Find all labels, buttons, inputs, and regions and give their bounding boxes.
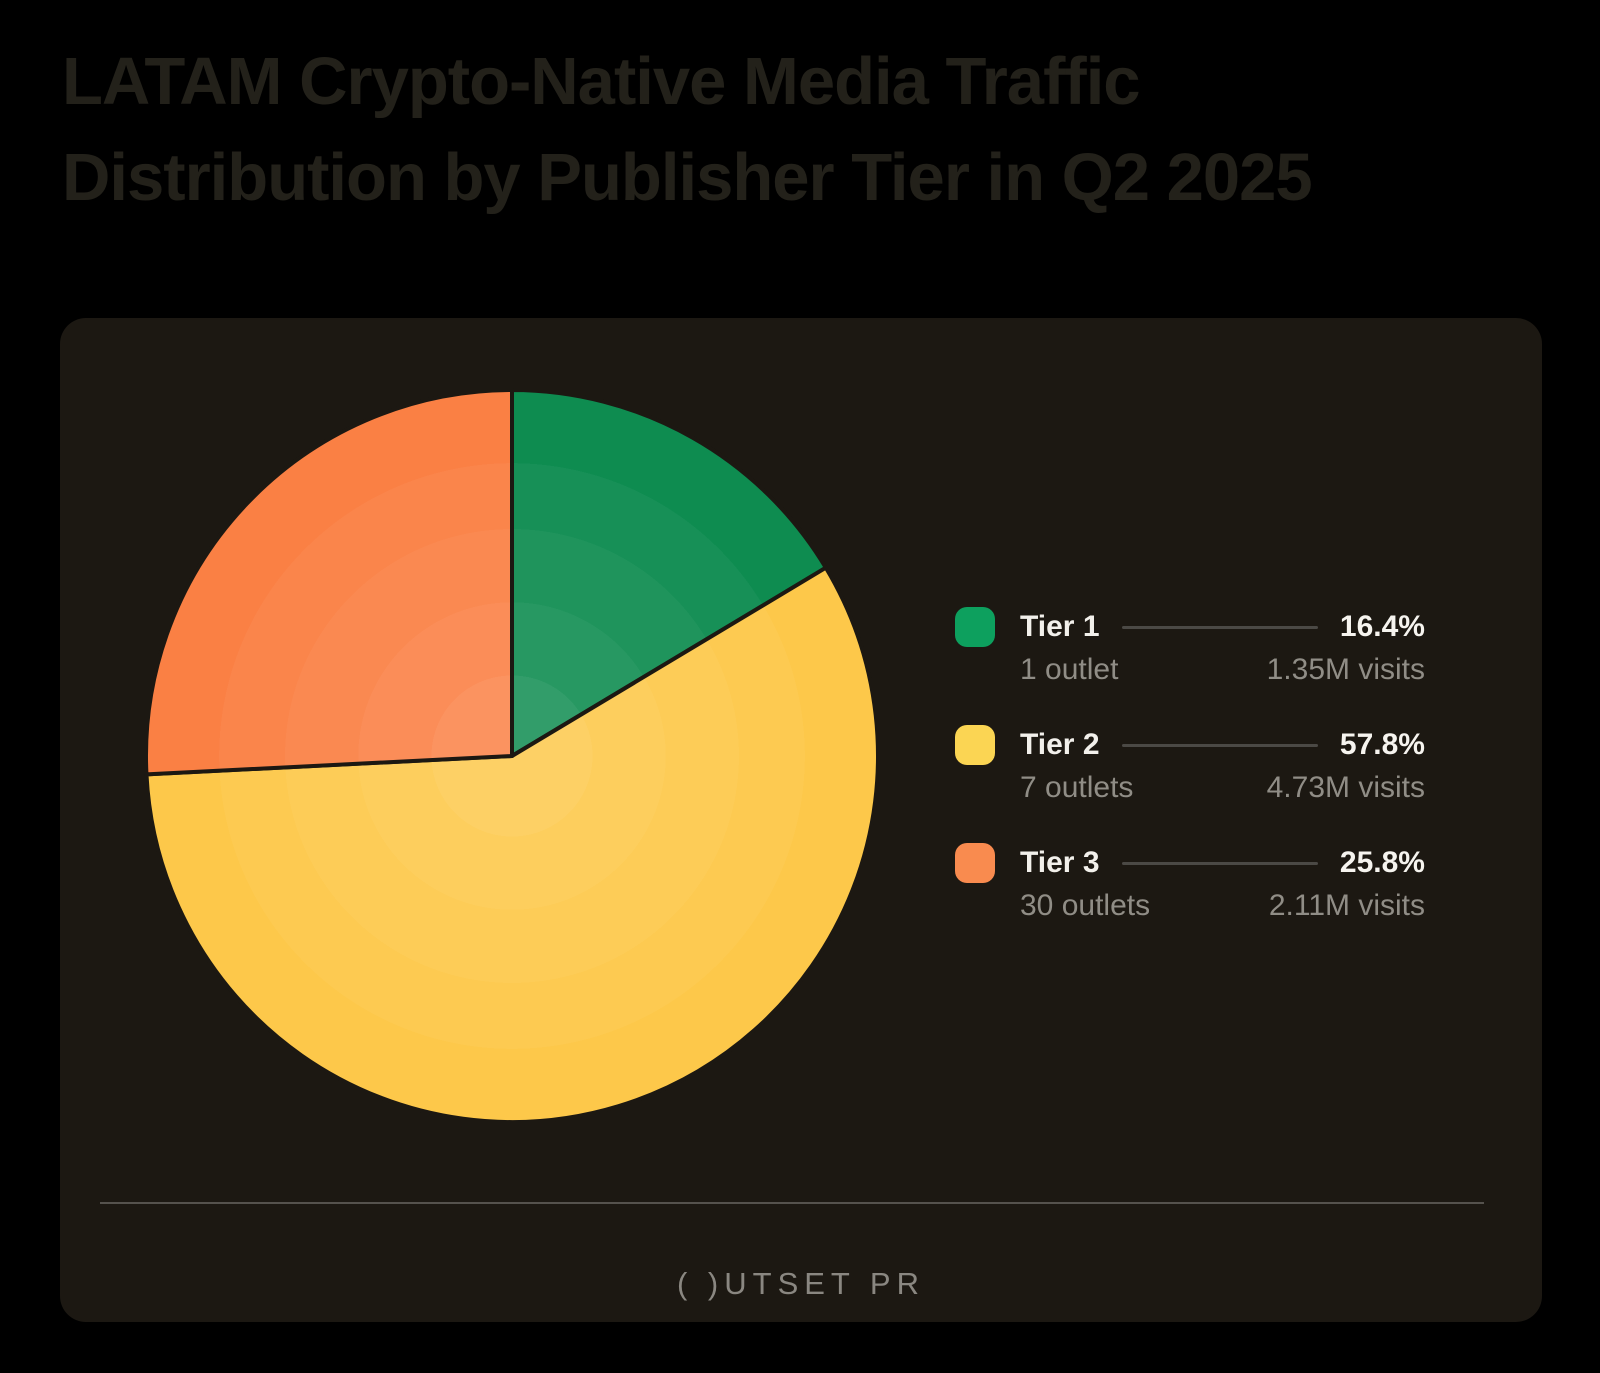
footer-divider — [100, 1202, 1484, 1204]
pie-slice-tier-1 — [510, 388, 828, 758]
legend-item-tier-2: Tier 2 57.8% 7 outlets 4.73M visits — [955, 724, 1425, 805]
legend-percent-tier-3: 25.8% — [1339, 846, 1425, 879]
legend: Tier 1 16.4% 1 outlet 1.35M visits Tier … — [955, 606, 1425, 960]
legend-item-tier-1: Tier 1 16.4% 1 outlet 1.35M visits — [955, 606, 1425, 687]
chart-title: LATAM Crypto-Native Media Traffic Distri… — [62, 34, 1313, 226]
legend-visits-tier-2: 4.73M visits — [1266, 771, 1425, 804]
legend-item-tier-3: Tier 3 25.8% 30 outlets 2.11M visits — [955, 842, 1425, 923]
legend-percent-tier-1: 16.4% — [1339, 610, 1425, 643]
legend-outlets-tier-2: 7 outlets — [1020, 771, 1134, 804]
legend-percent-tier-2: 57.8% — [1339, 728, 1425, 761]
legend-visits-tier-3: 2.11M visits — [1268, 889, 1425, 922]
legend-swatch-tier-2-icon — [955, 725, 995, 765]
chart-title-line-1: LATAM Crypto-Native Media Traffic — [62, 44, 1141, 119]
legend-outlets-tier-1: 1 outlet — [1020, 653, 1119, 686]
legend-swatch-tier-3-icon — [955, 843, 995, 883]
outset-pr-logo: ( )UTSET PR — [677, 1266, 925, 1301]
pie-slice-tier-2 — [144, 565, 880, 1124]
legend-leader-line — [1121, 743, 1318, 747]
pie-slice-tier-3 — [144, 388, 514, 777]
legend-label-tier-1: Tier 1 — [1020, 610, 1100, 643]
chart-title-line-2: Distribution by Publisher Tier in Q2 202… — [62, 140, 1313, 215]
legend-visits-tier-1: 1.35M visits — [1266, 653, 1425, 686]
chart-card: Tier 1 16.4% 1 outlet 1.35M visits Tier … — [60, 318, 1542, 1322]
legend-label-tier-2: Tier 2 — [1020, 728, 1100, 761]
legend-leader-line — [1121, 861, 1318, 865]
legend-label-tier-3: Tier 3 — [1020, 846, 1100, 879]
legend-leader-line — [1121, 625, 1318, 629]
pie-chart — [144, 388, 880, 1124]
legend-outlets-tier-3: 30 outlets — [1020, 889, 1151, 922]
legend-swatch-tier-1-icon — [955, 607, 995, 647]
